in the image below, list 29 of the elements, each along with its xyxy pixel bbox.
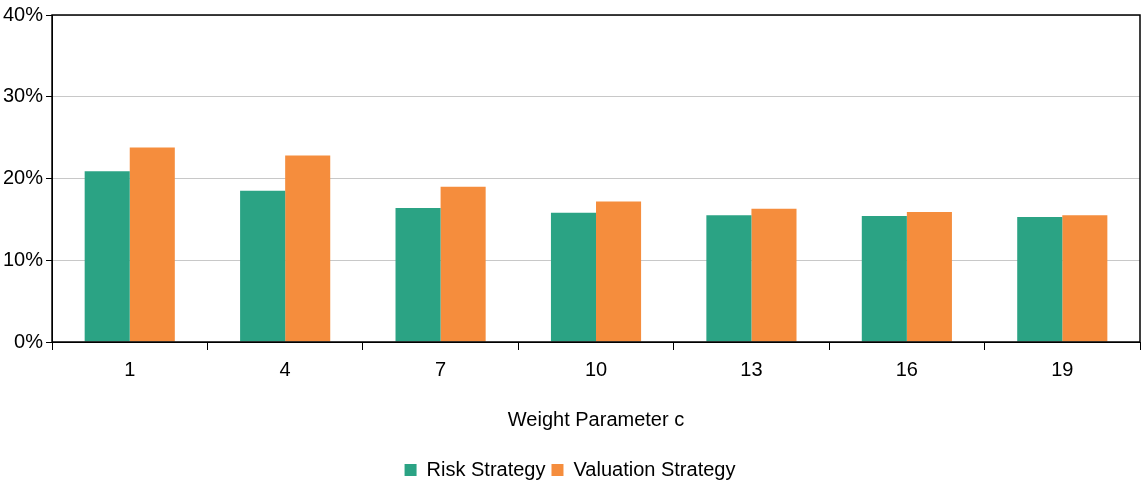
bar: [240, 190, 286, 342]
x-tick-label: 4: [279, 357, 291, 380]
bar: [550, 212, 597, 342]
bar: [596, 201, 642, 342]
x-tick-label: 19: [1051, 357, 1074, 380]
bar: [861, 216, 907, 342]
bar: [84, 171, 130, 342]
x-axis-title: Weight Parameter c: [507, 407, 685, 430]
bar: [395, 207, 441, 342]
bar: [751, 208, 797, 342]
y-tick-label: 0%: [14, 329, 44, 352]
y-tick-label: 40%: [3, 2, 44, 25]
x-tick-label: 16: [895, 357, 918, 380]
x-tick-label: 10: [584, 357, 608, 380]
y-tick-label: 30%: [3, 84, 44, 107]
bar: [706, 215, 752, 342]
bar: [1017, 216, 1063, 342]
legend-label: Risk Strategy: [426, 457, 546, 480]
x-tick-label: 13: [740, 357, 763, 380]
legend-label: Valuation Strategy: [573, 457, 736, 480]
x-tick-label: 1: [124, 357, 136, 380]
bar: [129, 147, 175, 342]
bar: [1062, 215, 1108, 342]
y-tick-label: 20%: [3, 166, 44, 189]
bar: [906, 212, 952, 342]
x-tick-label: 7: [435, 357, 447, 380]
y-tick-label: 10%: [3, 247, 44, 270]
bar: [440, 186, 486, 342]
bar: [285, 155, 331, 342]
